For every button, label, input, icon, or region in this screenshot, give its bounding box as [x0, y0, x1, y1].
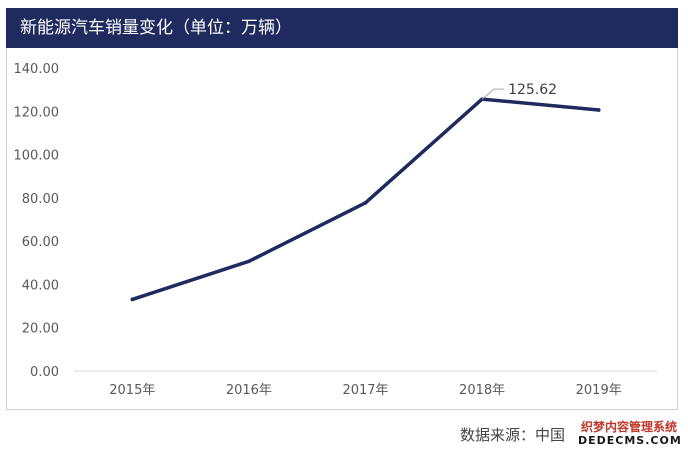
x-tick-label: 2017年: [342, 383, 388, 398]
watermark-text: 织梦内容管理系统: [580, 420, 677, 434]
data-label: 125.62: [508, 82, 557, 98]
watermark-logo: 织梦内容管理系统 DEDECMS.COM: [578, 416, 682, 450]
series-line: [130, 97, 601, 302]
y-tick-label: 100.00: [14, 149, 60, 164]
chart-frame: 0.00 20.00 40.00 60.00 80.00 100.00 120.00 140.…: [6, 48, 678, 410]
data-point: [363, 201, 368, 205]
y-tick-label: 120.00: [14, 105, 60, 120]
x-tick-label: 2019年: [576, 383, 622, 398]
chart-title: 新能源汽车销量变化（单位：万辆）: [20, 18, 292, 38]
y-tick-label: 80.00: [22, 192, 59, 207]
y-tick-label: 40.00: [22, 278, 59, 293]
data-source-note: 数据来源：中国: [460, 426, 566, 444]
data-point: [130, 297, 135, 302]
line-chart: 0.00 20.00 40.00 60.00 80.00 100.00 120.00 140.…: [14, 62, 657, 398]
data-point: [596, 108, 601, 112]
annotation-leader: [481, 88, 505, 100]
data-point: [247, 259, 251, 264]
chart-title-bar: 新能源汽车销量变化（单位：万辆）: [6, 8, 678, 48]
x-tick-label: 2018年: [459, 383, 505, 398]
x-tick-label: 2015年: [109, 383, 155, 398]
watermark-domain: DEDECMS.COM: [578, 434, 682, 447]
x-tick-label: 2016年: [226, 383, 272, 398]
y-tick-label: 20.00: [22, 322, 59, 337]
y-tick-label: 60.00: [22, 235, 59, 250]
y-tick-label: 140.00: [14, 62, 60, 77]
y-tick-label: 0.00: [30, 365, 59, 380]
